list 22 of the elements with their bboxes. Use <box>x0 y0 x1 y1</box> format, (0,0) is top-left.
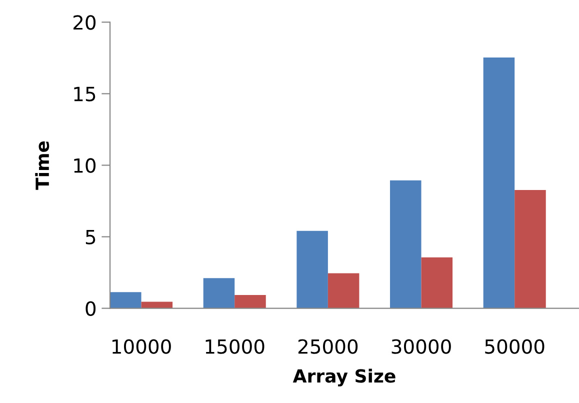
y-tick-label: 15 <box>74 86 96 102</box>
bar <box>234 294 266 308</box>
y-tick-label: 10 <box>74 158 96 173</box>
bar <box>141 302 173 308</box>
bar <box>110 292 142 308</box>
bar <box>390 180 422 308</box>
x-tick-label: 10000 <box>112 339 171 354</box>
x-tick-label: 25000 <box>298 339 358 354</box>
y-tick-label: 20 <box>73 15 96 30</box>
bar <box>514 190 546 308</box>
x-tick-label: 15000 <box>206 339 264 354</box>
bar <box>483 58 515 308</box>
bar <box>296 230 328 308</box>
bar <box>421 257 453 308</box>
y-tick-label: 0 <box>86 301 96 316</box>
y-axis-title: Time <box>35 141 50 190</box>
y-tick-label: 5 <box>86 230 96 244</box>
x-tick-label: 50000 <box>485 339 544 354</box>
bar <box>203 278 235 308</box>
x-axis-title: Array Size <box>292 368 396 386</box>
bar <box>328 273 360 308</box>
x-tick-label: 30000 <box>392 339 451 354</box>
